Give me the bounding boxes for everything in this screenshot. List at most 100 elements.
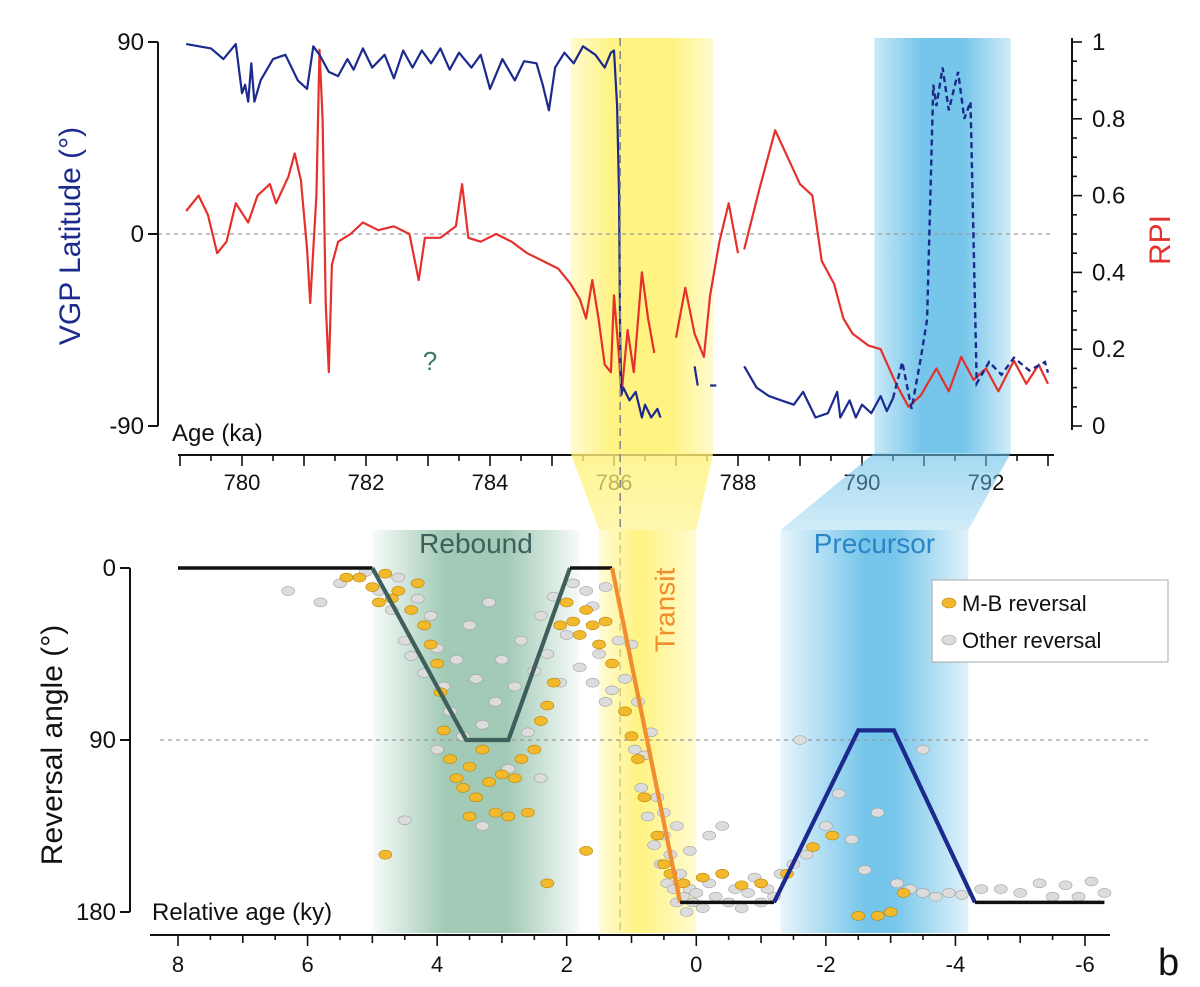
other-reversal-point <box>832 788 846 799</box>
other-reversal-point <box>482 597 496 608</box>
other-reversal-point <box>916 744 930 755</box>
transit-label: Transit <box>650 568 681 653</box>
mb-reversal-point <box>825 830 840 841</box>
other-reversal-point <box>799 849 814 860</box>
bottom-panel: 0 90 180 8 6 4 2 0 -2 -4 -6 Rebound Precursor Tran… <box>36 528 1179 984</box>
relative-age-tick-label: -4 <box>946 952 966 977</box>
other-reversal-point <box>469 674 483 684</box>
precursor-label: Precursor <box>814 528 935 559</box>
mb-reversal-point <box>637 792 652 803</box>
age-tick-label: 788 <box>720 470 757 495</box>
mb-reversal-point <box>657 859 671 870</box>
legend-other-dot <box>941 634 957 646</box>
other-reversal-point <box>572 662 587 673</box>
mb-reversal-point <box>378 568 393 579</box>
relative-age-tick-label: 6 <box>301 952 313 977</box>
other-reversal-point <box>634 782 649 793</box>
other-reversal-point <box>679 907 694 917</box>
mb-reversal-point <box>566 616 580 627</box>
reversal-angle-tick-label: 90 <box>89 727 116 754</box>
bottom-schematic-lines <box>178 566 1105 905</box>
rebound-band <box>372 530 580 933</box>
mb-reversal-point <box>896 888 911 898</box>
mb-reversal-point <box>482 777 496 787</box>
relative-age-tick-label: -2 <box>816 952 836 977</box>
vgp-axis-title: VGP Latitude (°) <box>54 127 87 345</box>
other-reversal-point <box>870 807 885 818</box>
mb-reversal-point <box>579 605 593 615</box>
mb-reversal-point <box>391 586 406 596</box>
panel-letter: b <box>1158 942 1179 984</box>
rpi-series-line <box>185 48 656 397</box>
legend-mb-label: M-B reversal <box>962 591 1087 616</box>
other-reversal-point <box>702 830 717 841</box>
other-reversal-point <box>540 649 555 659</box>
other-reversal-point <box>475 719 490 730</box>
mb-reversal-point <box>631 754 645 764</box>
other-reversal-point <box>916 888 930 898</box>
mb-reversal-point <box>339 572 354 583</box>
age-tick-label: 784 <box>472 470 509 495</box>
vgp-series-line <box>693 366 699 386</box>
mb-reversal-point <box>553 620 568 631</box>
other-reversal-point <box>695 903 710 913</box>
top-x-axis-title: Age (ka) <box>172 420 263 447</box>
mb-reversal-point <box>592 639 606 650</box>
rpi-tick-label: 0 <box>1092 413 1105 440</box>
other-reversal-point <box>618 674 632 684</box>
other-reversal-point <box>1013 888 1028 898</box>
transit-connector <box>570 453 714 530</box>
other-reversal-point <box>598 696 613 707</box>
other-reversal-point <box>579 586 593 596</box>
bottom-points <box>281 567 1112 921</box>
other-reversal-point <box>1058 880 1073 891</box>
mb-reversal-point <box>352 572 367 583</box>
other-reversal-point <box>462 620 477 631</box>
reversal-angle-tick-label: 180 <box>76 899 116 926</box>
top-transit-band <box>570 38 714 453</box>
other-reversal-point <box>397 815 412 826</box>
mb-reversal-point <box>540 700 555 711</box>
mb-reversal-point <box>410 578 425 589</box>
rpi-axis-title: RPI <box>1144 215 1177 265</box>
mb-reversal-point <box>851 911 866 921</box>
other-reversal-point <box>533 610 548 621</box>
bottom-axes: 0 90 180 8 6 4 2 0 -2 -4 -6 <box>76 555 1110 977</box>
mb-reversal-point <box>883 907 898 917</box>
mb-reversal-point <box>423 639 438 650</box>
mb-reversal-point <box>624 731 639 741</box>
other-reversal-point <box>857 865 872 875</box>
other-reversal-point <box>488 696 503 707</box>
legend: M-B reversal Other reversal <box>931 579 1169 663</box>
other-reversal-point <box>559 630 574 640</box>
mb-reversal-point <box>404 605 419 615</box>
other-reversal-point <box>974 884 989 894</box>
other-reversal-point <box>627 744 642 755</box>
relative-age-tick-label: 0 <box>690 952 702 977</box>
mb-reversal-point <box>443 754 457 764</box>
transit-line <box>610 567 683 903</box>
other-reversal-point <box>708 891 723 902</box>
rebound-label: Rebound <box>419 528 533 559</box>
vgp-tick-label: -90 <box>109 413 144 440</box>
reversal-angle-axis-title: Reversal angle (°) <box>36 625 69 865</box>
other-reversal-point <box>592 649 606 659</box>
precursor-connector <box>780 453 1011 530</box>
mb-reversal-point <box>806 842 820 852</box>
other-reversal-point <box>734 903 749 913</box>
vgp-tick-label: 90 <box>117 29 144 56</box>
mb-reversal-point <box>870 911 885 921</box>
mb-reversal-point <box>734 880 749 891</box>
other-reversal-point <box>670 821 684 831</box>
mb-reversal-point <box>521 807 535 818</box>
relative-age-tick-label: 4 <box>431 952 443 977</box>
mb-reversal-point <box>417 620 431 631</box>
mb-reversal-point <box>715 868 730 879</box>
other-reversal-point <box>929 891 943 902</box>
other-reversal-point <box>533 773 548 784</box>
other-reversal-point <box>495 654 509 665</box>
relative-age-tick-label: 8 <box>172 952 184 977</box>
rebound-line <box>370 566 572 743</box>
mb-reversal-point <box>436 725 451 736</box>
other-reversal-point <box>689 888 704 898</box>
